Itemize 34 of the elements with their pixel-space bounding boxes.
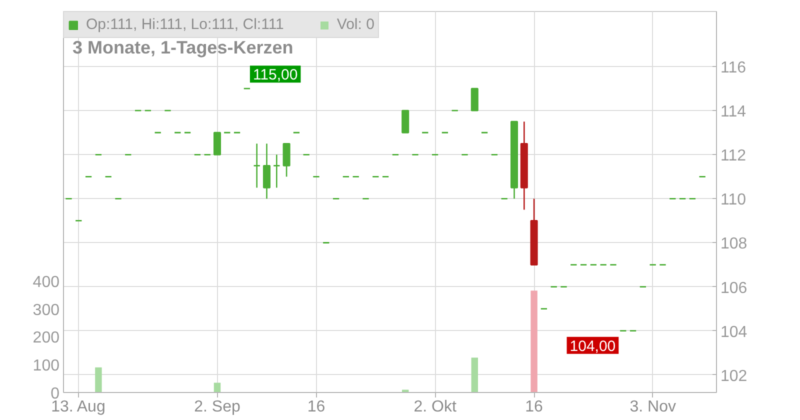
bar [530,290,538,392]
legend-label: Op:111, Hi:111, Lo:111, Cl:111 [86,16,284,33]
y2-tick-label: 200 [32,330,60,347]
text: 3 Monate, 1-Tages-Kerzen [72,38,294,58]
y-tick-label: 108 [720,236,748,253]
candlestick [282,142,290,178]
x-tick-label: 16 [307,398,326,416]
y-tick-label: 114 [720,104,746,121]
bar [471,358,478,392]
candlestick [262,142,271,200]
candlestick [253,142,261,188]
x-tick-label: 2. Okt [414,398,457,416]
y2-tick-label: 400 [32,274,60,291]
x-tick-label: 13. Aug [51,398,106,416]
annotation: 104,00 [570,338,616,355]
x-tick-label: 3. Nov [630,398,676,416]
x-tick-label: 16 [525,398,544,416]
candlestick [402,110,410,134]
bar [214,382,221,392]
bar [95,367,102,392]
candlestick [470,88,478,112]
y-tick-label: 104 [720,324,748,341]
y-tick-label: 116 [720,60,746,77]
y-tick-label: 110 [720,192,746,209]
candlestick [213,132,222,156]
y2-tick-label: 100 [32,358,60,375]
legend-label: Vol: 0 [336,16,374,33]
x-tick-label: 2. Sep [194,398,240,416]
candlestick [272,154,280,188]
y-tick-label: 106 [720,280,748,297]
y2-tick-label: 300 [32,302,60,319]
y-tick-label: 102 [720,368,748,385]
y-tick-label: 112 [720,148,746,165]
annotation: 115,00 [252,66,298,84]
